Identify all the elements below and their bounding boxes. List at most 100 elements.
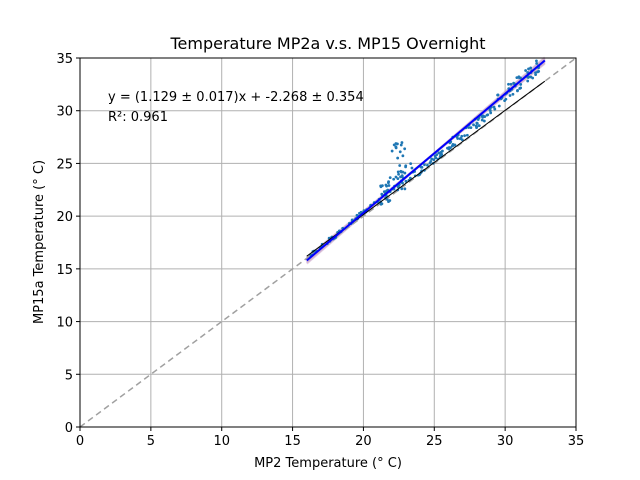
data-point: [410, 166, 414, 170]
r-squared: R²: 0.961: [108, 110, 168, 125]
y-tick-label: 0: [65, 421, 73, 436]
x-tick-label: 35: [568, 434, 585, 449]
data-point: [403, 147, 407, 151]
data-point: [492, 105, 496, 109]
data-point: [512, 81, 516, 85]
data-point: [472, 123, 475, 127]
data-point: [409, 162, 413, 166]
data-point: [456, 137, 460, 140]
data-point: [399, 143, 403, 147]
data-point: [396, 170, 400, 174]
data-point: [489, 111, 493, 115]
data-point: [396, 177, 400, 181]
y-tick-label: 15: [56, 263, 73, 278]
x-tick-label: 15: [284, 434, 301, 449]
data-point: [404, 165, 407, 169]
x-axis-label: MP2 Temperature (° C): [254, 456, 402, 471]
y-axis: 0 5 10 15 20 25 30 35: [56, 52, 80, 436]
data-point: [524, 69, 528, 72]
data-point: [379, 185, 383, 189]
data-point: [535, 59, 538, 63]
data-point: [387, 184, 391, 187]
x-tick-label: 5: [147, 434, 155, 449]
data-point: [429, 160, 433, 163]
data-point: [400, 141, 404, 144]
data-point: [526, 79, 530, 83]
data-point: [403, 171, 407, 175]
data-point: [400, 187, 404, 191]
data-point: [400, 175, 404, 179]
data-point: [388, 199, 392, 202]
data-point: [439, 150, 443, 154]
data-point: [358, 211, 361, 215]
x-tick-label: 25: [426, 434, 443, 449]
data-point: [531, 76, 535, 80]
data-point: [394, 145, 398, 149]
data-point: [477, 124, 481, 128]
y-tick-label: 30: [56, 105, 73, 120]
fit-equation: y = (1.129 ± 0.017)x + -2.268 ± 0.354: [108, 90, 364, 105]
data-point: [463, 134, 467, 138]
data-point: [527, 75, 531, 79]
data-point: [392, 177, 396, 181]
data-point: [460, 134, 464, 138]
data-point: [388, 176, 392, 180]
data-point: [503, 99, 507, 103]
data-point: [475, 122, 479, 125]
data-point: [420, 165, 424, 169]
data-point: [394, 142, 398, 145]
data-point: [398, 150, 402, 154]
y-tick-label: 10: [56, 316, 73, 331]
data-point: [467, 126, 471, 129]
y-tick-label: 5: [65, 368, 73, 383]
data-point: [475, 126, 478, 129]
data-point: [458, 137, 462, 141]
fit-regression-line: [306, 59, 546, 262]
data-point: [509, 82, 513, 86]
data-point: [396, 156, 400, 160]
y-tick-label: 20: [56, 210, 73, 225]
data-point: [408, 176, 412, 180]
data-point: [511, 92, 515, 96]
data-point: [385, 184, 388, 188]
data-point: [519, 83, 523, 86]
data-point: [486, 113, 490, 117]
chart-title: Temperature MP2a v.s. MP15 Overnight: [169, 34, 485, 53]
data-point: [434, 156, 438, 160]
data-point: [423, 163, 426, 167]
data-point: [387, 181, 390, 185]
data-point: [517, 76, 521, 80]
data-point: [465, 133, 469, 137]
y-tick-label: 25: [56, 157, 73, 172]
data-point: [497, 104, 501, 108]
data-point: [516, 89, 519, 93]
x-tick-label: 20: [355, 434, 372, 449]
x-tick-label: 30: [497, 434, 514, 449]
data-point: [480, 118, 484, 122]
data-point: [401, 181, 404, 185]
data-point: [403, 187, 407, 191]
data-point: [496, 93, 500, 97]
data-point: [508, 94, 512, 97]
data-point: [481, 114, 485, 118]
data-point: [519, 86, 523, 90]
x-axis: 0 5 10 15 20 25 30 35: [76, 427, 584, 449]
data-point: [397, 172, 400, 176]
data-point: [385, 198, 389, 201]
grid: [79, 57, 577, 428]
data-point: [469, 126, 473, 130]
y-tick-label: 35: [56, 52, 73, 67]
data-point: [426, 163, 429, 167]
y-axis-label: MP15a Temperature (° C): [32, 160, 47, 324]
data-point: [399, 169, 403, 173]
data-point: [534, 71, 537, 75]
data-point: [394, 175, 398, 179]
data-point: [390, 149, 394, 153]
data-point: [404, 179, 408, 183]
x-tick-label: 0: [76, 434, 84, 449]
fit-line: [306, 59, 546, 262]
data-point: [439, 154, 442, 157]
data-point: [527, 67, 530, 71]
data-point: [507, 82, 510, 86]
